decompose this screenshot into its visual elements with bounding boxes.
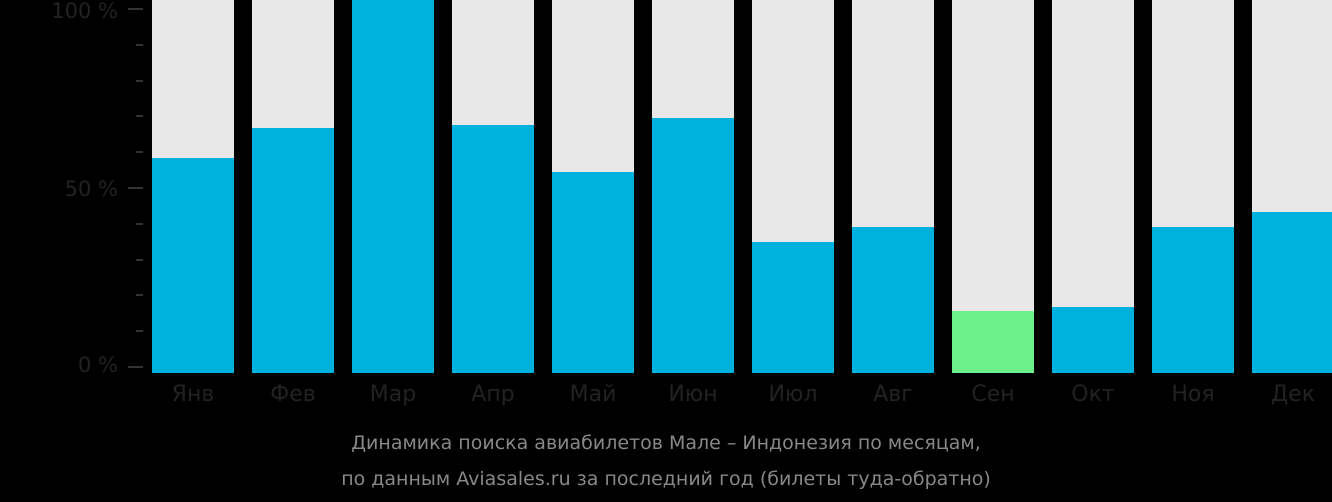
bar-11 <box>1152 0 1234 373</box>
bar-fill <box>852 227 934 373</box>
y-label-0: 0 % <box>78 353 118 377</box>
bar-7 <box>752 0 834 373</box>
bar-12 <box>1252 0 1332 373</box>
bar-fill <box>752 242 834 373</box>
bar-5 <box>552 0 634 373</box>
minor-tick <box>136 330 143 332</box>
bar-fill <box>152 158 234 373</box>
x-label: Апр <box>471 382 515 407</box>
major-tick <box>128 8 143 10</box>
bar-4 <box>452 0 534 373</box>
y-label-100: 100 % <box>51 0 118 23</box>
minor-tick <box>136 151 143 153</box>
bar-fill <box>1252 212 1332 373</box>
chart-caption-line2: по данным Aviasales.ru за последний год … <box>341 468 991 490</box>
bar-8 <box>852 0 934 373</box>
x-label: Июн <box>668 382 718 407</box>
bar-fill <box>552 172 634 373</box>
major-tick <box>128 187 143 189</box>
y-label-50: 50 % <box>64 177 118 201</box>
x-label: Авг <box>873 382 913 407</box>
x-label: Фев <box>270 382 316 407</box>
minor-tick <box>136 223 143 225</box>
x-label: Мар <box>369 382 417 407</box>
minor-tick <box>136 115 143 117</box>
x-label: Май <box>569 382 617 407</box>
bar-fill <box>1052 307 1134 373</box>
bar-2 <box>252 0 334 373</box>
bar-fill <box>652 118 734 373</box>
x-label: Окт <box>1071 382 1115 407</box>
x-label: Янв <box>171 382 215 407</box>
minor-tick <box>136 80 143 82</box>
x-label: Дек <box>1270 382 1315 407</box>
bar-fill <box>452 125 534 373</box>
bar-1 <box>152 0 234 373</box>
minor-tick <box>136 259 143 261</box>
bar-10 <box>1052 0 1134 373</box>
major-tick <box>128 366 143 368</box>
bar-fill <box>952 311 1034 373</box>
x-label: Ноя <box>1171 382 1215 407</box>
minor-tick <box>136 44 143 46</box>
bar-9 <box>952 0 1034 373</box>
bar-fill <box>352 0 434 373</box>
minor-tick <box>136 294 143 296</box>
chart-caption-line1: Динамика поиска авиабилетов Мале – Индон… <box>351 432 981 454</box>
bar-fill <box>1152 227 1234 373</box>
x-label: Сен <box>971 382 1015 407</box>
bar-6 <box>652 0 734 373</box>
bar-fill <box>252 128 334 373</box>
bar-3 <box>352 0 434 373</box>
x-label: Июл <box>768 382 818 407</box>
